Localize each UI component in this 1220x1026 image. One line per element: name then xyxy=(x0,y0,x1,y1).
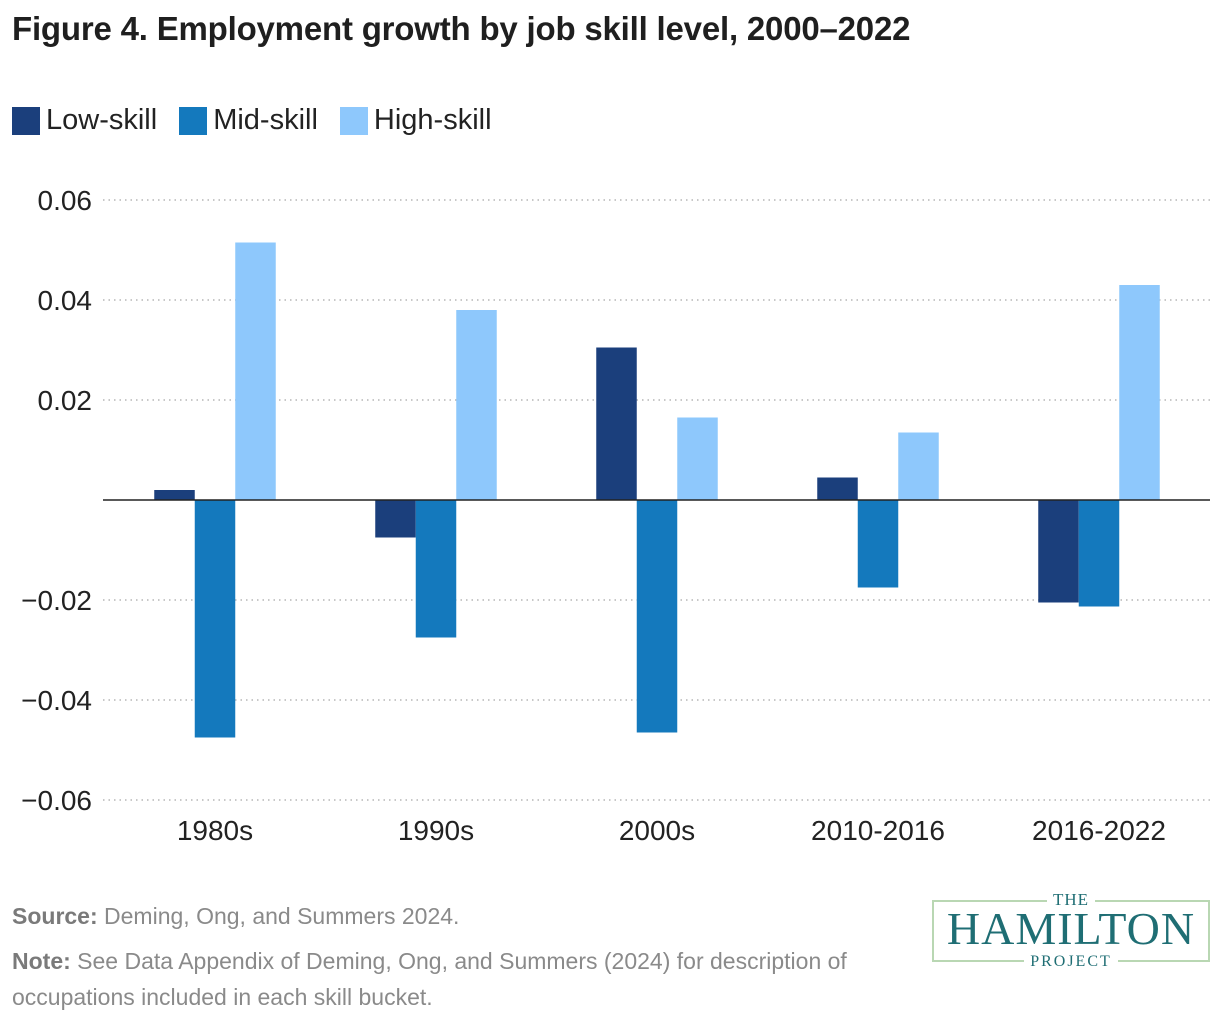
legend-label-mid: Mid-skill xyxy=(213,104,318,136)
bar-high-skill xyxy=(235,242,276,500)
note-text: See Data Appendix of Deming, Ong, and Su… xyxy=(12,948,847,1010)
legend-swatch-low xyxy=(12,106,40,135)
y-tick-label: 0.04 xyxy=(38,285,93,316)
chart-title: Figure 4. Employment growth by job skill… xyxy=(12,10,911,47)
bar-low-skill xyxy=(1038,500,1079,603)
bar-low-skill xyxy=(596,347,637,500)
legend: Low-skill Mid-skill High-skill xyxy=(12,104,514,137)
bar-high-skill xyxy=(1119,285,1160,500)
x-tick-label: 1980s xyxy=(177,815,253,846)
x-tick-label: 2000s xyxy=(619,815,695,846)
note-line: Note: See Data Appendix of Deming, Ong, … xyxy=(12,943,892,1015)
logo-main: HAMILTON xyxy=(946,903,1196,954)
legend-swatch-mid xyxy=(179,106,208,135)
source-line: Source: Deming, Ong, and Summers 2024. xyxy=(12,898,459,934)
legend-label-high: High-skill xyxy=(373,104,492,136)
y-tick-label: −0.02 xyxy=(21,585,92,616)
bar-mid-skill xyxy=(415,500,457,638)
bar-mid-skill xyxy=(857,500,899,588)
bar-mid-skill xyxy=(194,500,236,738)
note-label: Note: xyxy=(12,948,71,974)
bar-high-skill xyxy=(456,310,497,500)
x-tick-label: 1990s xyxy=(398,815,474,846)
logo-project: PROJECT xyxy=(1024,953,1118,970)
x-tick-label: 2016-2022 xyxy=(1032,815,1166,846)
legend-item-low: Low-skill xyxy=(12,104,157,137)
bar-low-skill xyxy=(154,490,195,500)
bar-mid-skill xyxy=(636,500,678,733)
bar-chart: 0.06 0.04 0.02 −0.02 −0.04 −0.06 1980s 1990s 200… xyxy=(21,185,1210,846)
hamilton-project-logo: THE HAMILTON PROJECT xyxy=(932,890,1210,970)
bar-low-skill xyxy=(817,477,858,500)
source-label: Source: xyxy=(12,903,98,929)
bar-high-skill xyxy=(677,417,718,500)
bar-high-skill xyxy=(898,432,939,500)
source-text: Deming, Ong, and Summers 2024. xyxy=(97,903,460,929)
legend-swatch-high xyxy=(339,106,368,135)
x-tick-label: 2010-2016 xyxy=(811,815,945,846)
legend-item-high: High-skill xyxy=(339,104,492,137)
legend-label-low: Low-skill xyxy=(46,104,158,136)
y-tick-label: 0.06 xyxy=(38,185,93,216)
bar-low-skill xyxy=(375,500,416,538)
logo-the: THE xyxy=(1046,890,1096,909)
y-tick-label: 0.02 xyxy=(38,385,93,416)
y-tick-label: −0.04 xyxy=(21,685,92,716)
y-tick-label: −0.06 xyxy=(21,785,92,816)
bar-mid-skill xyxy=(1078,500,1120,607)
legend-item-mid: Mid-skill xyxy=(179,104,318,137)
